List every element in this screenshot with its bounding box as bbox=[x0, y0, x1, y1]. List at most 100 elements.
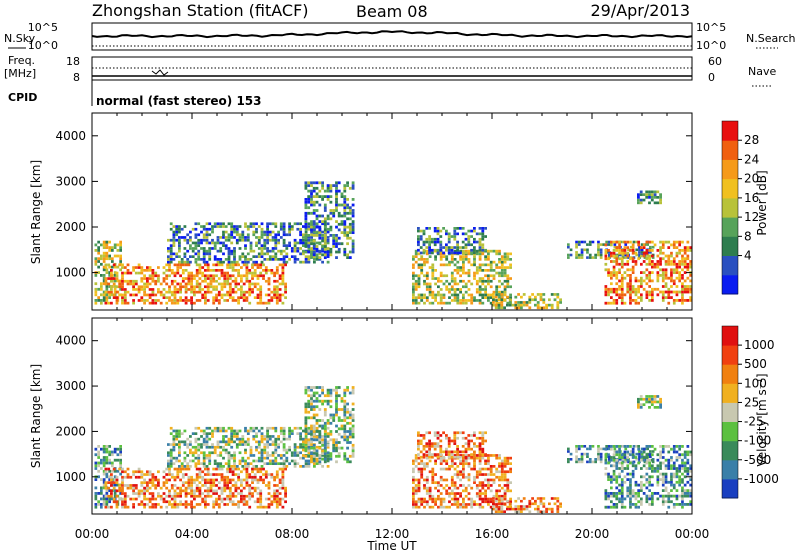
echo-cell bbox=[208, 258, 212, 261]
echo-cell bbox=[425, 240, 429, 244]
echo-cell bbox=[473, 227, 476, 230]
echo-cell bbox=[190, 505, 193, 509]
echo-cell bbox=[255, 440, 258, 444]
echo-cell bbox=[351, 452, 355, 455]
echo-cell bbox=[575, 445, 578, 448]
echo-cell bbox=[169, 244, 173, 247]
echo-cell bbox=[567, 450, 570, 453]
echo-cell bbox=[108, 445, 111, 448]
echo-cell bbox=[310, 200, 313, 204]
echo-cell bbox=[228, 481, 232, 484]
colorbar-tick-label: 24 bbox=[744, 152, 759, 166]
echo-cell bbox=[439, 475, 443, 479]
echo-cell bbox=[310, 432, 313, 436]
echo-cell bbox=[220, 478, 224, 482]
velocity-echo-cells bbox=[94, 386, 692, 513]
echo-cell bbox=[431, 293, 435, 297]
echo-cell bbox=[464, 454, 468, 457]
echo-cell bbox=[425, 252, 429, 256]
echo-cell bbox=[620, 282, 624, 286]
echo-cell bbox=[412, 475, 415, 479]
echo-cell bbox=[659, 196, 662, 199]
echo-cell bbox=[220, 263, 224, 267]
echo-cell bbox=[615, 503, 619, 506]
echo-cell bbox=[169, 456, 173, 460]
echo-cell bbox=[190, 279, 193, 283]
echo-cell bbox=[205, 260, 209, 264]
echo-cell bbox=[343, 454, 347, 458]
echo-cell bbox=[248, 484, 252, 487]
echo-cell bbox=[233, 462, 236, 465]
echo-cell bbox=[634, 464, 638, 468]
echo-cell bbox=[191, 459, 195, 463]
echo-cell bbox=[267, 282, 271, 286]
echo-cell bbox=[667, 246, 671, 249]
echo-cell bbox=[244, 247, 247, 250]
echo-cell bbox=[337, 189, 341, 193]
echo-cell bbox=[494, 306, 498, 310]
echo-cell bbox=[209, 279, 213, 283]
echo-cell bbox=[244, 426, 247, 430]
echo-cell bbox=[205, 222, 209, 226]
echo-cell bbox=[235, 227, 239, 231]
echo-cell bbox=[204, 269, 207, 272]
echo-cell bbox=[94, 243, 98, 247]
echo-cell bbox=[260, 244, 264, 247]
echo-cell bbox=[337, 228, 341, 232]
echo-cell bbox=[143, 277, 146, 280]
echo-cell bbox=[343, 253, 347, 257]
echo-cell bbox=[281, 301, 285, 305]
echo-cell bbox=[659, 262, 662, 266]
echo-cell bbox=[179, 467, 182, 471]
echo-cell bbox=[678, 251, 681, 255]
echo-cell bbox=[121, 500, 124, 504]
echo-cell bbox=[500, 266, 504, 269]
echo-cell bbox=[154, 299, 158, 302]
echo-cell bbox=[172, 445, 176, 449]
echo-cell bbox=[642, 246, 646, 249]
echo-cell bbox=[132, 288, 135, 291]
echo-cell bbox=[425, 282, 429, 286]
echo-cell bbox=[473, 453, 476, 456]
echo-cell bbox=[332, 388, 336, 392]
echo-cell bbox=[604, 285, 608, 288]
echo-cell bbox=[179, 290, 182, 294]
echo-cell bbox=[267, 481, 271, 484]
echo-cell bbox=[172, 440, 176, 444]
echo-cell bbox=[586, 248, 589, 252]
echo-cell bbox=[461, 436, 465, 440]
echo-cell bbox=[202, 456, 206, 460]
echo-cell bbox=[348, 430, 352, 433]
echo-cell bbox=[178, 451, 181, 455]
echo-cell bbox=[436, 240, 440, 244]
echo-cell bbox=[148, 296, 152, 299]
echo-cell bbox=[137, 299, 141, 302]
echo-cell bbox=[604, 249, 608, 252]
echo-cell bbox=[456, 271, 460, 275]
echo-cell bbox=[456, 505, 460, 509]
echo-cell bbox=[248, 285, 252, 289]
echo-cell bbox=[279, 222, 283, 226]
echo-cell bbox=[462, 475, 465, 479]
echo-cell bbox=[237, 500, 240, 504]
echo-cell bbox=[439, 445, 443, 448]
echo-cell bbox=[431, 271, 435, 275]
echo-cell bbox=[615, 445, 619, 448]
echo-cell bbox=[553, 497, 557, 500]
echo-cell bbox=[335, 454, 338, 458]
echo-cell bbox=[481, 293, 485, 297]
echo-cell bbox=[279, 429, 283, 433]
echo-cell bbox=[281, 486, 285, 490]
echo-cell bbox=[176, 503, 180, 506]
echo-cell bbox=[105, 497, 109, 501]
echo-cell bbox=[500, 274, 504, 278]
echo-cell bbox=[108, 246, 111, 249]
echo-cell bbox=[260, 454, 264, 457]
echo-cell bbox=[197, 448, 201, 452]
echo-cell bbox=[240, 484, 243, 487]
echo-cell bbox=[167, 258, 170, 261]
echo-cell bbox=[645, 193, 649, 196]
echo-cell bbox=[249, 448, 253, 452]
echo-cell bbox=[475, 436, 479, 440]
echo-cell bbox=[434, 258, 437, 261]
